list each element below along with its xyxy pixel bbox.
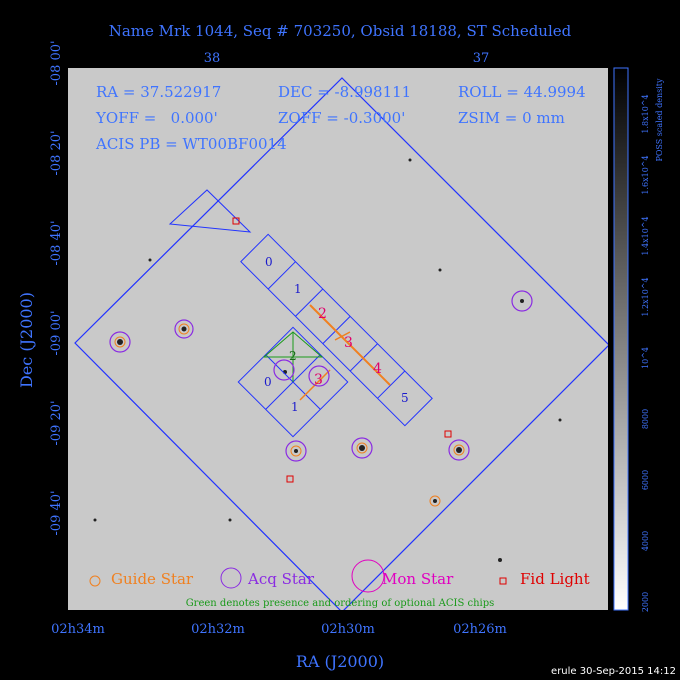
colorbar-tick-label: 4000 — [641, 531, 650, 551]
dither-path — [309, 304, 391, 386]
colorbar-tick-label: 1.4x10^4 — [641, 216, 650, 255]
guide-stars — [114, 323, 465, 507]
x-axis-label: RA (J2000) — [296, 652, 384, 671]
top-tick-label: 38 — [204, 51, 221, 66]
acis-s — [240, 233, 433, 427]
note: Green denotes presence and ordering of o… — [186, 598, 495, 609]
chip-label: 2 — [318, 306, 327, 322]
overlay: 0 1 5 0 1 2 3 2 3 4 — [74, 77, 608, 610]
chip-label: 0 — [264, 375, 272, 389]
info-zoff: ZOFF = -0.3000' — [278, 109, 405, 127]
colorbar — [613, 67, 629, 611]
chip-label: 1 — [294, 282, 302, 296]
info-roll: ROLL = 44.9994 — [458, 83, 586, 101]
info-yoff: YOFF = 0.000' — [95, 109, 218, 127]
info-zsim: ZSIM = 0 mm — [458, 109, 565, 127]
info-ra: RA = 37.522917 — [96, 83, 221, 101]
stars — [93, 158, 562, 562]
colorbar-tick-label: 8000 — [641, 409, 650, 429]
chip-label: 1 — [291, 400, 299, 414]
colorbar-tick-label: 10^4 — [641, 347, 650, 369]
y-tick-label: -09 20' — [49, 400, 64, 445]
colorbar-tick-label: 1.8x10^4 — [641, 94, 650, 133]
legend-acq: Acq Star — [247, 570, 315, 588]
chip-label: 0 — [265, 255, 273, 269]
info: RA = 37.522917 DEC = -8.998111 ROLL = 44… — [95, 83, 586, 153]
colorbar-tick-label: 6000 — [641, 470, 650, 490]
y-axis-label: Dec (J2000) — [17, 292, 36, 388]
legend-guide: Guide Star — [111, 570, 194, 588]
acq-stars — [109, 290, 533, 462]
fid-lights — [232, 217, 452, 483]
colorbar-ticks: 2000 4000 6000 8000 10^4 1.2x10^4 1.4x10^4 1.6x… — [641, 94, 650, 612]
legend: Guide Star Acq Star Mon Star Fid Light G… — [89, 559, 590, 609]
chip-label: 3 — [344, 335, 353, 351]
y-tick-label: -08 00' — [49, 40, 64, 85]
chip-label: 3 — [314, 372, 323, 388]
info-dec: DEC = -8.998111 — [278, 83, 411, 101]
y-tick-label: -09 00' — [49, 310, 64, 355]
x-tick-label: 02h34m — [51, 622, 105, 637]
footer: erule 30-Sep-2015 14:12 — [551, 666, 676, 677]
y-tick-label: -09 40' — [49, 490, 64, 535]
y-tick-label: -08 20' — [49, 130, 64, 175]
colorbar-tick-label: 1.6x10^4 — [641, 155, 650, 194]
chip-labels: 0 1 5 0 1 2 3 2 3 4 — [264, 255, 409, 414]
field-edge — [168, 189, 252, 233]
colorbar-label: POSS scaled density — [655, 78, 664, 162]
colorbar-tick-label: 2000 — [641, 592, 650, 612]
title: Name Mrk 1044, Seq # 703250, Obsid 18188… — [109, 22, 572, 40]
y-axis: -08 00' -08 20' -08 40' -09 00' -09 20' … — [17, 40, 64, 535]
x-axis: 02h34m 02h32m 02h30m 02h26m 38 37 RA (J2… — [51, 51, 507, 671]
chip-label: 2 — [289, 349, 297, 363]
info-acis: ACIS PB = WT00BF0014 — [95, 135, 287, 153]
chip-label: 4 — [373, 361, 382, 377]
x-tick-label: 02h30m — [321, 622, 375, 637]
field-outline — [74, 77, 608, 610]
x-tick-label: 02h26m — [453, 622, 507, 637]
legend-fid: Fid Light — [520, 570, 590, 588]
top-tick-label: 37 — [473, 51, 490, 66]
x-tick-label: 02h32m — [191, 622, 245, 637]
y-tick-label: -08 40' — [49, 220, 64, 265]
colorbar-tick-label: 1.2x10^4 — [641, 277, 650, 316]
chip-label: 5 — [401, 391, 409, 405]
legend-mon: Mon Star — [382, 570, 454, 588]
